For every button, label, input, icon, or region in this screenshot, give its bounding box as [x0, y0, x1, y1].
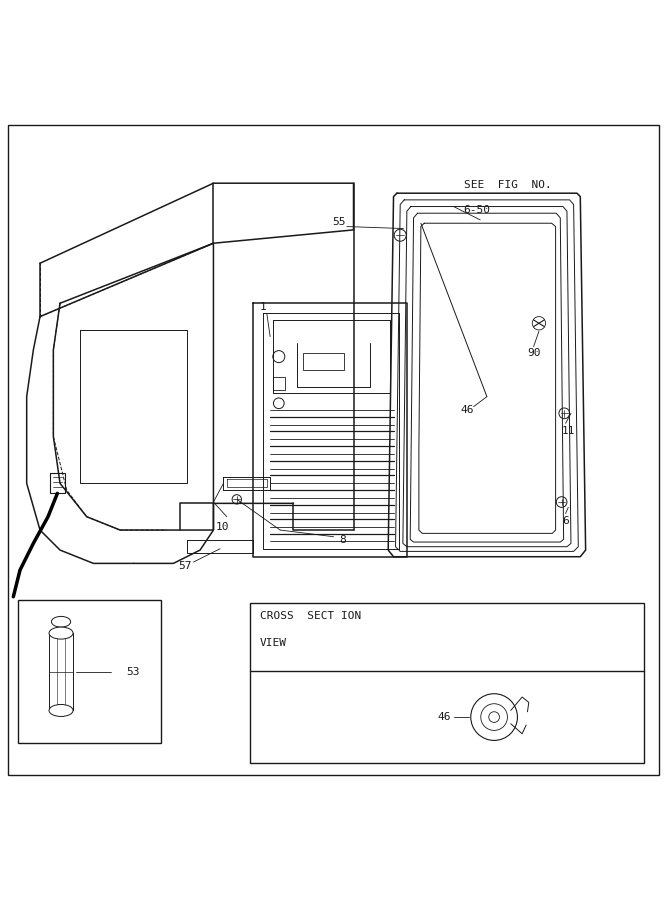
Text: 90: 90 — [527, 348, 540, 358]
Text: VIEW: VIEW — [260, 638, 287, 648]
Bar — [250, 603, 644, 763]
Bar — [18, 600, 161, 743]
Text: 8: 8 — [339, 535, 346, 545]
Text: 46: 46 — [438, 712, 451, 722]
Text: 55: 55 — [332, 217, 346, 227]
Ellipse shape — [49, 705, 73, 716]
Bar — [273, 376, 285, 390]
Bar — [50, 473, 65, 493]
Bar — [303, 354, 344, 370]
Text: 10: 10 — [215, 522, 229, 532]
Text: 6-50: 6-50 — [464, 205, 490, 215]
Text: 53: 53 — [126, 667, 139, 677]
Bar — [49, 633, 73, 710]
Text: 6: 6 — [562, 517, 569, 526]
Text: SEE  FIG  NO.: SEE FIG NO. — [464, 180, 552, 190]
Text: 46: 46 — [460, 405, 474, 415]
Text: 11: 11 — [562, 427, 575, 436]
Text: 57: 57 — [179, 561, 192, 572]
Text: 1: 1 — [260, 302, 267, 311]
Text: CROSS  SECT ION: CROSS SECT ION — [260, 611, 362, 621]
Ellipse shape — [49, 627, 73, 639]
